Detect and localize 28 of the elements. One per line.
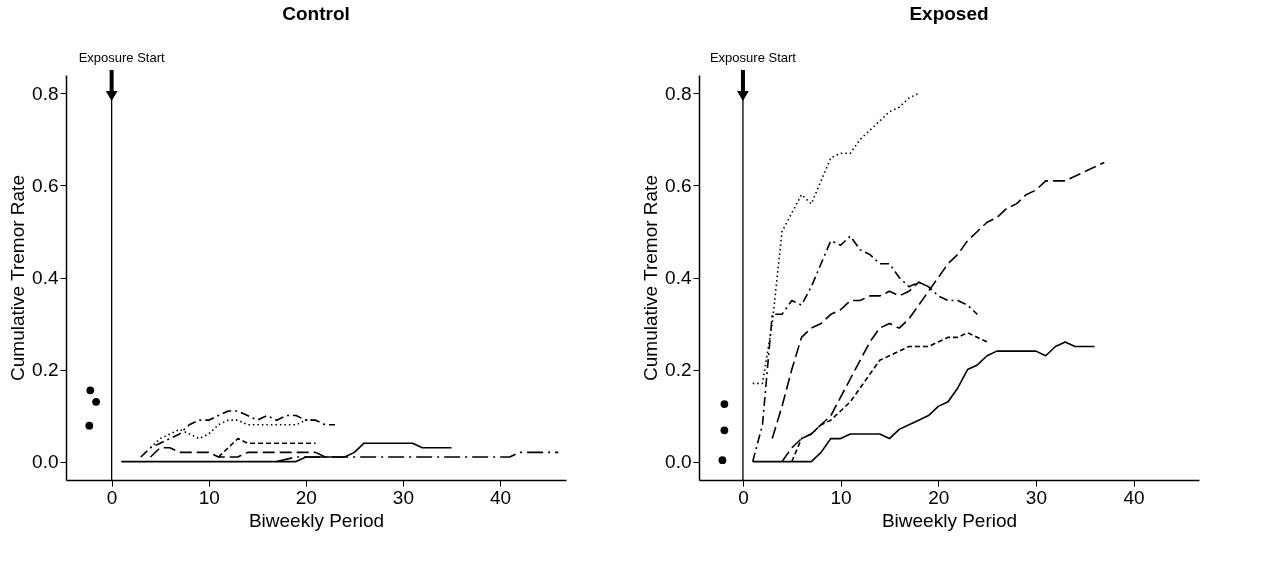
y-axis-title: Cumulative Tremor Rate xyxy=(640,175,662,381)
y-axis-title: Cumulative Tremor Rate xyxy=(7,175,29,381)
x-tick-label: 10 xyxy=(830,486,852,508)
y-tick-label: 0.4 xyxy=(32,267,59,288)
y-tick-label: 0.2 xyxy=(665,359,692,381)
x-tick-label: 0 xyxy=(106,486,118,508)
y-tick-label: 0.6 xyxy=(32,174,59,196)
y-tick-label: 0.6 xyxy=(665,174,692,196)
ref-line-label: Exposure Start xyxy=(78,50,165,65)
x-tick-label: 40 xyxy=(489,486,512,508)
chart-title: Exposed xyxy=(909,3,989,24)
x-axis-title: Biweekly Period xyxy=(881,509,1018,531)
x-tick-label: 0 xyxy=(738,486,749,508)
x-tick-label: 20 xyxy=(928,486,950,508)
x-tick-label: 30 xyxy=(392,486,414,508)
y-tick-label: 0.8 xyxy=(32,82,59,104)
y-tick-label: 0.0 xyxy=(665,451,692,473)
chart-title: Control xyxy=(282,3,350,24)
y-tick-label: 0.8 xyxy=(665,82,692,104)
y-tick-label: 0.2 xyxy=(32,359,59,381)
ref-line-label: Exposure Start xyxy=(709,50,797,65)
x-tick-label: 40 xyxy=(1123,486,1145,508)
y-tick-label: 0.4 xyxy=(665,267,692,288)
x-tick-label: 20 xyxy=(295,486,317,508)
x-tick-label: 30 xyxy=(1025,486,1047,508)
x-axis-title: Biweekly Period xyxy=(248,509,385,531)
y-tick-label: 0.0 xyxy=(32,451,59,473)
x-tick-label: 10 xyxy=(198,486,220,508)
